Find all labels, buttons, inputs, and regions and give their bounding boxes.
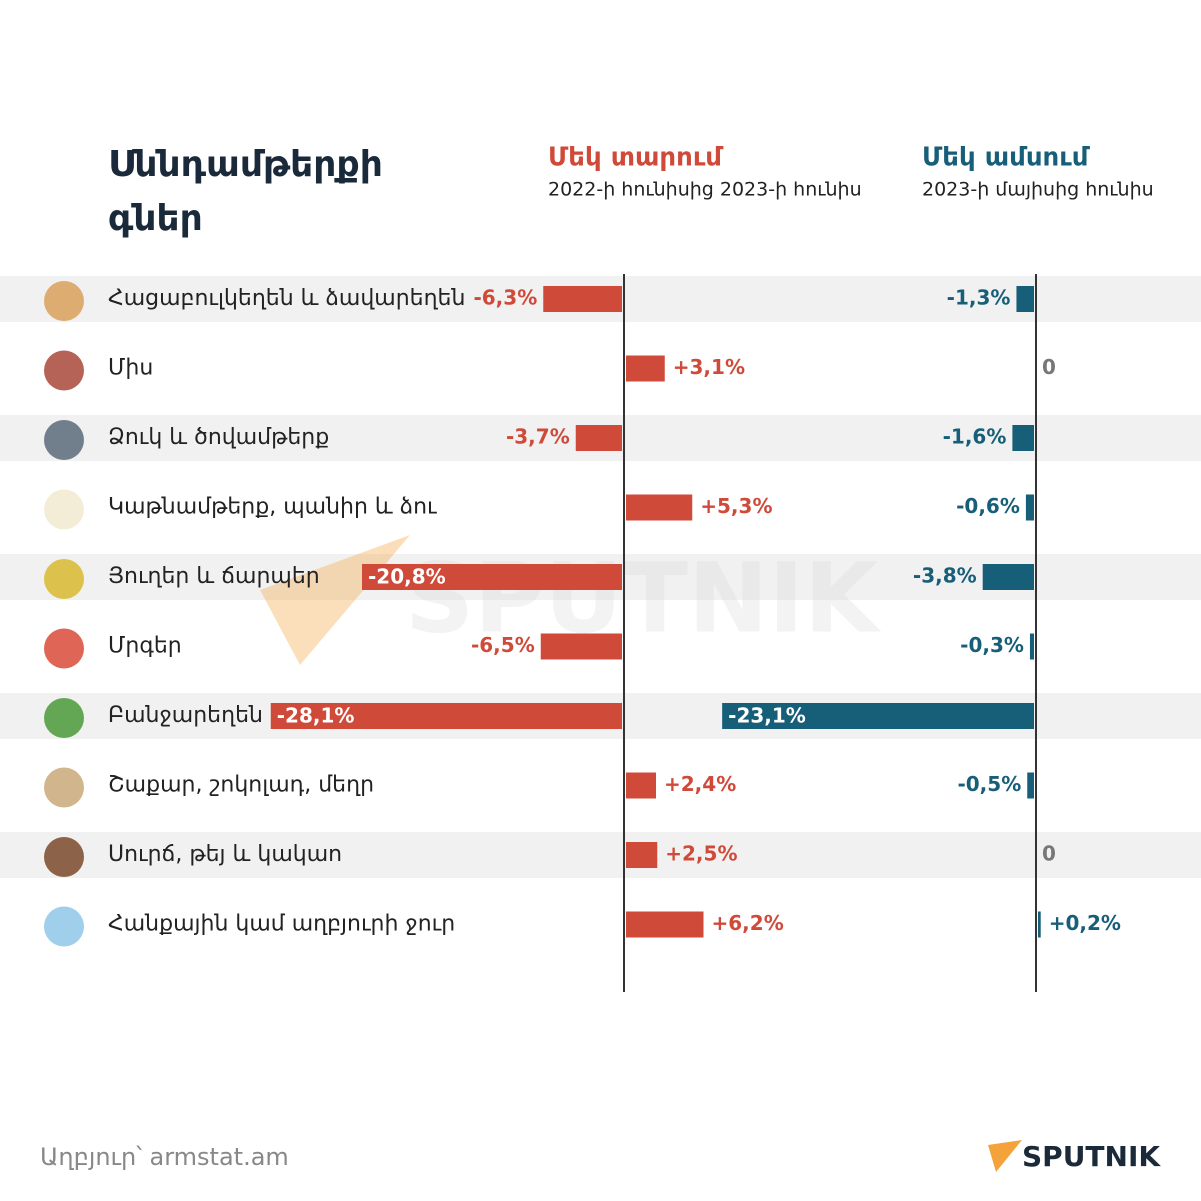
bar	[575, 425, 622, 451]
value-label: -1,6%	[943, 425, 1007, 449]
value-label: -28,1%	[277, 704, 355, 728]
chart-title: Սննդամթերքի գներ	[108, 144, 383, 239]
category-label: Յուղեր և ճարպեր	[108, 564, 320, 589]
value-label: 0	[1042, 355, 1056, 379]
value-label: -3,8%	[913, 564, 977, 588]
value-label: -6,5%	[471, 633, 535, 657]
bar	[626, 772, 656, 799]
bar	[626, 911, 704, 938]
category-icon	[44, 281, 84, 321]
category-icon	[44, 559, 84, 599]
category-label: Կաթնամթերք, պանիր և ձու	[108, 495, 437, 520]
category-icon	[44, 698, 84, 738]
series-subtitle: 2023-ի մայիսից հունիս	[922, 179, 1154, 201]
value-label: -0,6%	[956, 494, 1020, 518]
category-label: Բանջարեղեն	[108, 703, 263, 728]
value-label: -0,3%	[960, 633, 1024, 657]
value-label: +3,1%	[673, 355, 745, 379]
value-label: 0	[1042, 842, 1056, 866]
value-label: +0,2%	[1049, 911, 1121, 935]
bar	[362, 564, 622, 590]
series-name: Մեկ ամսում	[922, 143, 1091, 173]
logo: SPUTNIK	[1022, 1140, 1161, 1173]
category-label: Ձուկ և ծովամթերք	[108, 425, 329, 450]
bar	[626, 355, 665, 382]
category-label: Հացաբուլկեղեն և ձավարեղեն	[108, 286, 465, 311]
bar	[1027, 772, 1034, 799]
bar	[1016, 286, 1034, 312]
bar	[722, 703, 1034, 729]
bar	[982, 564, 1034, 590]
bar	[626, 842, 658, 868]
value-label: -1,3%	[947, 286, 1011, 310]
bar	[1038, 911, 1041, 938]
series-name: Մեկ տարում	[548, 143, 724, 173]
category-icon	[44, 906, 84, 947]
category-label: Մրգեր	[108, 634, 182, 659]
category-icon	[44, 837, 84, 877]
value-label: -0,5%	[957, 772, 1021, 796]
bar	[1029, 633, 1034, 660]
value-label: +2,4%	[664, 772, 736, 796]
value-label: +5,3%	[700, 494, 772, 518]
category-label: Շաքար, շոկոլադ, մեղր	[108, 773, 374, 798]
value-label: -3,7%	[506, 425, 570, 449]
bar	[1012, 425, 1034, 451]
category-icon	[44, 420, 84, 460]
category-icon	[44, 350, 84, 391]
category-label: Հանքային կամ աղբյուրի ջուր	[108, 912, 455, 937]
category-icon	[44, 628, 84, 669]
category-icon	[44, 489, 84, 530]
value-label: -20,8%	[368, 565, 446, 589]
bar	[1025, 494, 1034, 521]
bar	[543, 286, 622, 312]
row-stripe	[0, 832, 1201, 878]
value-label: -6,3%	[473, 286, 537, 310]
logo-mark	[988, 1140, 1022, 1172]
category-label: Միս	[108, 356, 153, 381]
watermark-text: SPUTNIK	[405, 542, 882, 654]
bar	[540, 633, 622, 660]
value-label: -23,1%	[728, 704, 806, 728]
series-subtitle: 2022-ի հունիսից 2023-ի հունիս	[548, 179, 862, 201]
source: Աղբյուր՝ armstat.am	[40, 1143, 289, 1171]
value-label: +6,2%	[712, 911, 784, 935]
category-icon	[44, 767, 84, 808]
category-label: Սուրճ, թեյ և կակաո	[108, 842, 342, 867]
bar	[270, 703, 622, 729]
value-label: +2,5%	[665, 842, 737, 866]
bar	[626, 494, 693, 521]
